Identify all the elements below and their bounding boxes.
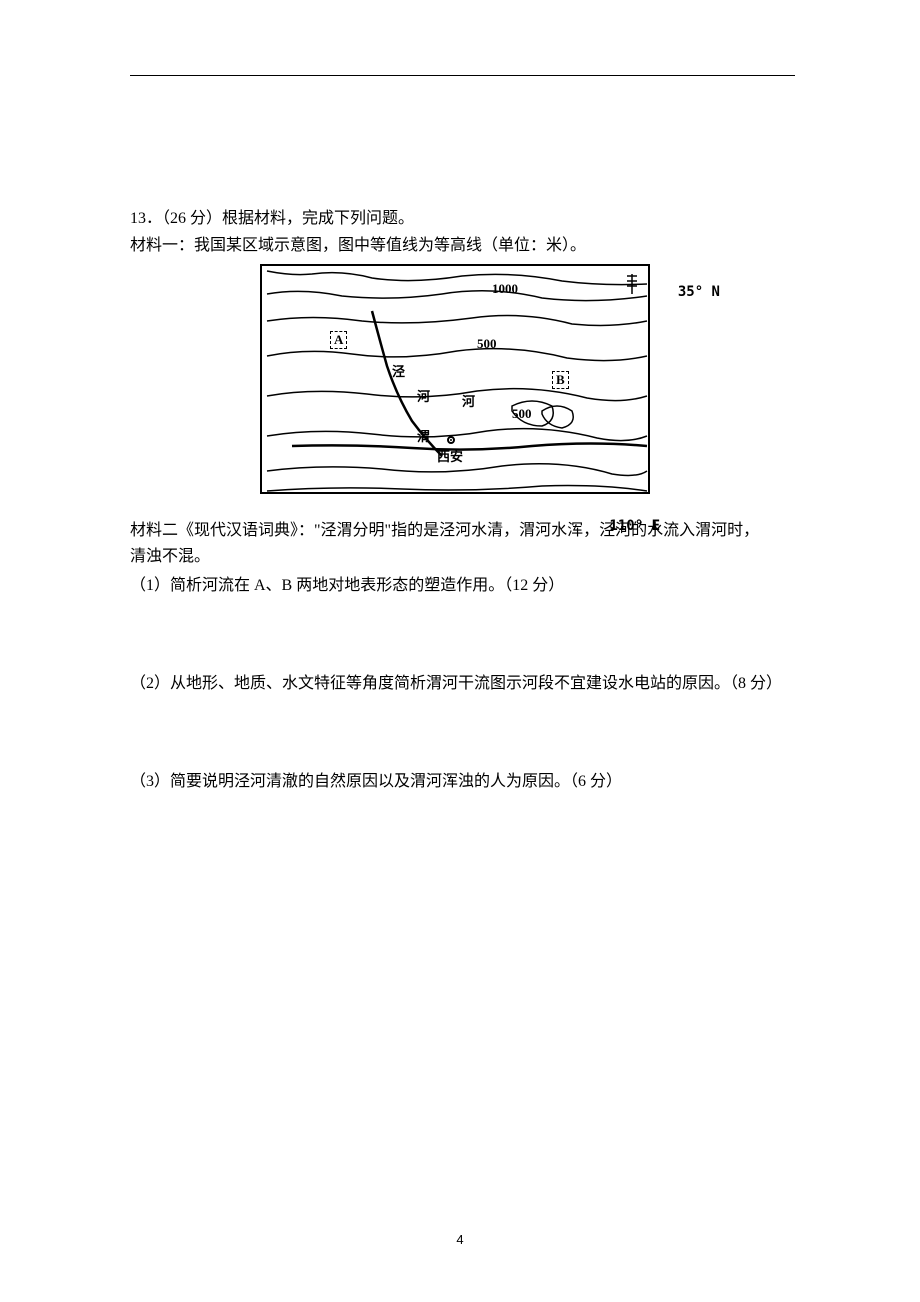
- material-one: 材料一：我国某区域示意图，图中等值线为等高线（单位：米）。: [130, 233, 795, 259]
- material-two-line2: 清浊不混。: [130, 548, 210, 565]
- river-label-jing2: 河: [417, 386, 430, 405]
- contour-label-500a: 500: [477, 336, 497, 352]
- river-label-wei2: 河: [462, 391, 475, 410]
- map-box: 1000 500 500 A B 泾 河 渭 河 西安: [260, 264, 650, 494]
- sub-question-3: （3）简要说明泾河清澈的自然原因以及渭河浑浊的人为原因。（6 分）: [130, 769, 795, 795]
- latitude-label: 35° N: [678, 284, 720, 300]
- river-label-wei1: 渭: [417, 426, 430, 445]
- contour-label-1000: 1000: [492, 281, 518, 297]
- longitude-label: 110° E: [609, 518, 660, 534]
- city-label: 西安: [437, 446, 463, 465]
- river-label-jing1: 泾: [392, 361, 405, 380]
- header-line: [130, 75, 795, 76]
- sub-question-2: （2）从地形、地质、水文特征等角度简析渭河干流图示河段不宜建设水电站的原因。（8…: [130, 671, 795, 697]
- contour-label-500b: 500: [512, 406, 532, 422]
- map-figure: 1000 500 500 A B 泾 河 渭 河 西安 35° N 110° E: [260, 264, 665, 514]
- material-two-line1: 材料二《现代汉语词典》："泾渭分明"指的是泾河水清，渭河水浑，泾河的水流入渭河时…: [130, 522, 759, 539]
- point-b-box: B: [552, 371, 569, 389]
- material-two: 材料二《现代汉语词典》："泾渭分明"指的是泾河水清，渭河水浑，泾河的水流入渭河时…: [130, 518, 795, 569]
- question-header: 13．（26 分）根据材料，完成下列问题。: [130, 206, 795, 232]
- page-number: 4: [0, 1232, 920, 1247]
- point-a-box: A: [330, 331, 347, 349]
- sub-question-1: （1）简析河流在 A、B 两地对地表形态的塑造作用。（12 分）: [130, 573, 795, 599]
